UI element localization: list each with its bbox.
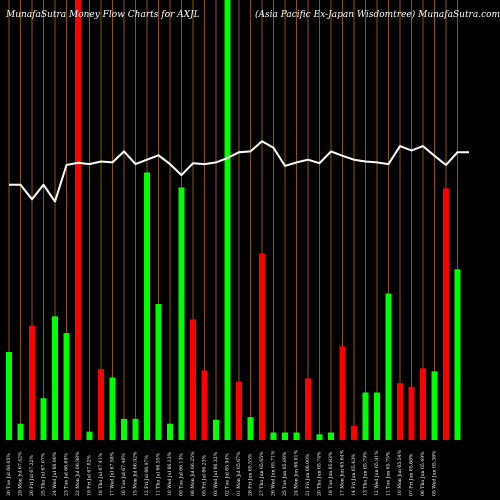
x-tick-label: 05 Fri Jul 66.23% xyxy=(202,455,208,496)
bar-35 xyxy=(408,386,415,440)
bar-2 xyxy=(29,325,35,440)
x-tick-label: 26 Fri Jul 67.22% xyxy=(29,455,35,496)
x-tick-label: 26 Wed Jun 65.71% xyxy=(271,450,277,496)
x-tick-label: 22 Mon Jul 66.98% xyxy=(75,451,81,496)
bar-38 xyxy=(443,188,449,440)
bar-1 xyxy=(17,423,24,440)
bar-13 xyxy=(155,304,162,440)
bar-23 xyxy=(270,432,277,440)
bar-14 xyxy=(167,423,173,440)
bar-7 xyxy=(86,431,93,440)
bar-33 xyxy=(385,293,392,440)
x-tick-label: 29 Mon Jul 67.42% xyxy=(18,451,24,496)
bar-27 xyxy=(316,434,323,440)
bar-25 xyxy=(293,432,300,440)
bar-20 xyxy=(236,381,242,440)
x-tick-label: 20 Thu Jun 65.74% xyxy=(317,451,323,496)
header-left-text: MunafaSutra Money Flow Charts for AXJL xyxy=(5,10,200,20)
x-tick-label: 17 Mon Jun 65.64% xyxy=(340,449,346,496)
bar-30 xyxy=(351,425,357,440)
x-tick-label: 13 Thu Jun 65.79% xyxy=(363,451,369,496)
x-tick-label: 25 Tue Jun 65.89% xyxy=(282,451,288,496)
bar-28 xyxy=(328,432,334,440)
bar-9 xyxy=(109,377,116,440)
x-tick-label: 12 Wed Jun 65.91% xyxy=(374,450,380,496)
x-tick-label: 02 Tue Jul 65.94% xyxy=(225,453,231,496)
x-tick-label: 18 Thu Jul 67.41% xyxy=(98,452,104,496)
x-tick-label: 28 Fri Jun 65.55% xyxy=(248,453,254,496)
x-tick-label: 10 Wed Jul 66.23% xyxy=(167,451,173,496)
header-right-text: (Asia Pacific Ex-Japan Wisdomtree) Munaf… xyxy=(255,9,500,20)
bar-18 xyxy=(213,419,219,440)
x-tick-label: 15 Mon Jul 66.92% xyxy=(133,451,139,496)
x-tick-label: 25 Thu Jul 67.07% xyxy=(41,452,47,496)
bar-15 xyxy=(178,187,185,440)
trend-line xyxy=(9,140,469,203)
x-tick-label: 06 Thu Jun 65.49% xyxy=(420,451,426,496)
x-tick-label: 27 Thu Jun 65.65% xyxy=(259,451,265,496)
bar-6 xyxy=(75,0,81,440)
bar-36 xyxy=(420,368,426,440)
bar-31 xyxy=(362,392,369,440)
x-tick-label: 10 Mon Jun 65.54% xyxy=(397,449,403,496)
bar-series xyxy=(6,0,461,441)
x-tick-label: 17 Wed Jul 67.58% xyxy=(110,451,116,496)
bar-3 xyxy=(40,398,47,440)
x-tick-label: 16 Tue Jul 67.40% xyxy=(121,453,127,496)
bar-17 xyxy=(201,370,208,440)
x-tick-label: 21 Fri Jun 66.00% xyxy=(305,453,311,496)
x-tick-label: 19 Fri Jul 67.02% xyxy=(87,455,93,496)
x-tick-label: 11 Tue Jun 65.75% xyxy=(386,451,392,496)
x-tick-label: 05 Wed Jun 65.36% xyxy=(432,450,438,496)
x-tick-label: 24 Mon Jun 66.01% xyxy=(294,449,300,496)
bar-8 xyxy=(98,369,104,440)
x-tick-label: 23 Tue Jul 66.69% xyxy=(64,453,70,496)
x-tick-labels: 30 Tue Jul 68.05% 29 Mon Jul 67.42% 26 Fri… xyxy=(6,449,438,496)
bar-19 xyxy=(224,0,231,440)
bar-10 xyxy=(121,418,127,440)
bar-11 xyxy=(132,418,139,440)
x-tick-label: 18 Tue Jun 65.83% xyxy=(328,451,334,496)
bar-0 xyxy=(6,352,12,440)
bar-12 xyxy=(144,172,150,441)
x-tick-label: 12 Fri Jul 66.97% xyxy=(144,455,150,496)
x-tick-label: 08 Mon Jul 66.25% xyxy=(190,451,196,496)
x-tick-label: 30 Tue Jul 68.05% xyxy=(6,453,12,496)
bar-5 xyxy=(63,333,70,440)
bar-24 xyxy=(282,432,288,440)
x-tick-label: 09 Tue Jul 66.13% xyxy=(179,453,185,496)
bar-39 xyxy=(454,269,461,440)
bar-29 xyxy=(339,346,346,440)
bar-32 xyxy=(374,392,380,440)
bar-22 xyxy=(259,253,265,440)
bar-26 xyxy=(305,378,311,440)
x-tick-label: 14 Fri Jun 65.43% xyxy=(351,453,357,496)
bar-16 xyxy=(190,319,196,440)
x-tick-label: 11 Thu Jul 66.55% xyxy=(156,452,162,496)
x-tick-label: 01 Mon Jul 65.67% xyxy=(236,451,242,496)
x-tick-label: 24 Wed Jul 66.90% xyxy=(52,451,58,496)
bar-4 xyxy=(52,316,58,440)
x-tick-label: 07 Fri Jun 65.68% xyxy=(409,453,415,496)
bar-34 xyxy=(397,383,403,440)
bar-21 xyxy=(247,417,254,440)
x-tick-label: 03 Wed Jul 66.32% xyxy=(213,451,219,496)
bar-37 xyxy=(431,371,438,440)
